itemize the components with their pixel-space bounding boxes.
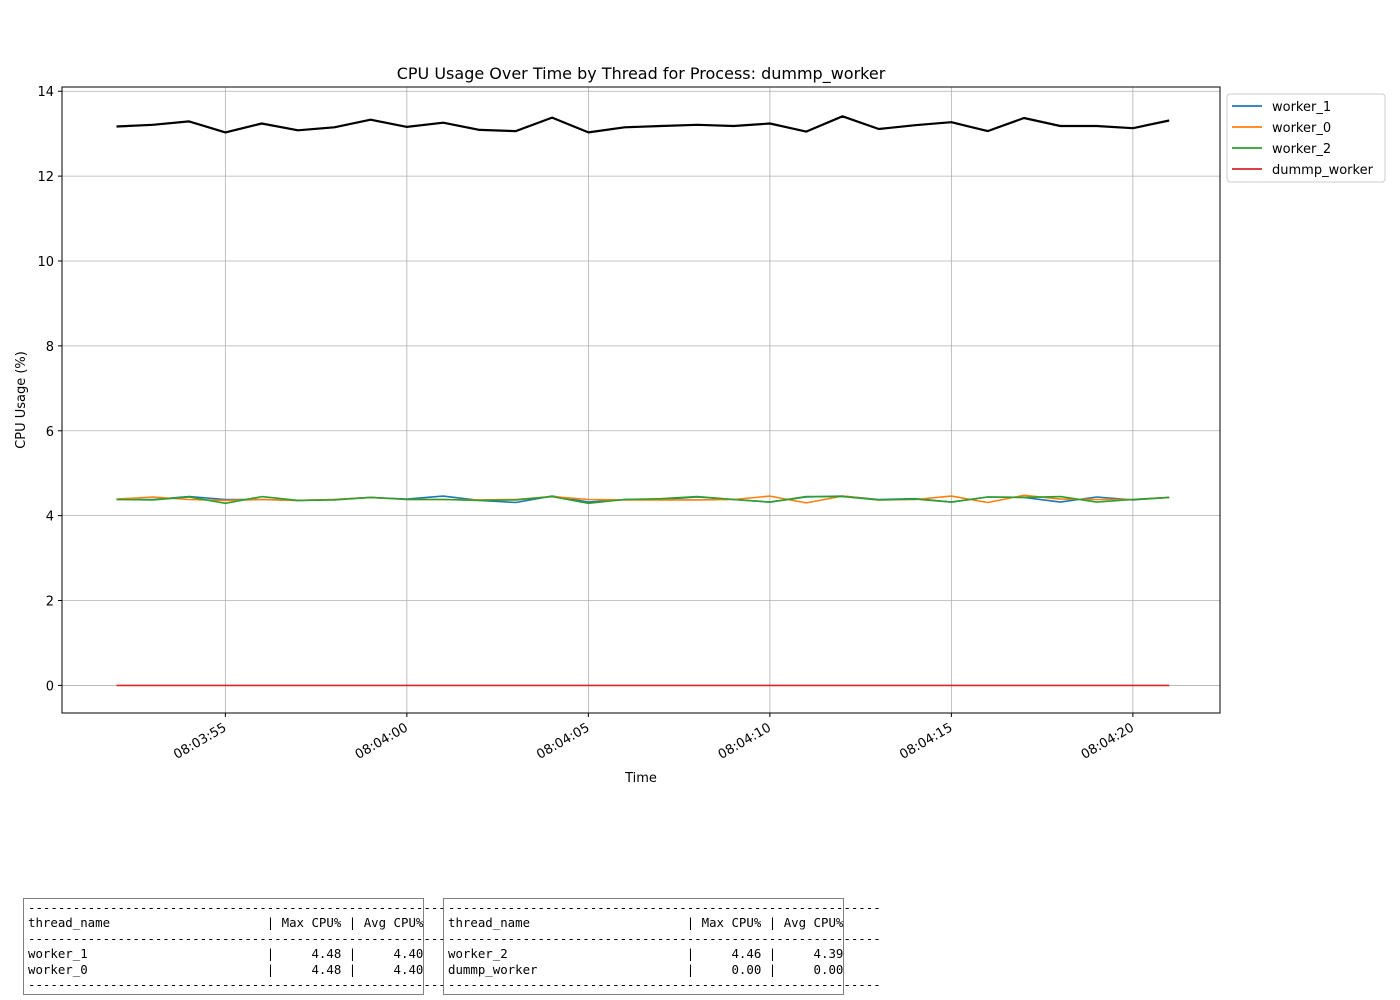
y-tick-label: 2	[46, 595, 54, 610]
table-line: ----------------------------------------…	[448, 930, 881, 946]
table-line: ----------------------------------------…	[28, 900, 461, 915]
legend: worker_1 worker_0 worker_2 dummp_worker	[1226, 93, 1386, 183]
y-tick-label: 14	[37, 85, 54, 100]
legend-label: worker_0	[1272, 121, 1331, 136]
grid	[62, 87, 1220, 713]
summary-table-right: ----------------------------------------…	[443, 898, 881, 995]
plot-area	[61, 86, 1221, 714]
y-axis-label: CPU Usage (%)	[14, 351, 29, 449]
y-tick-label: 12	[37, 170, 54, 185]
y-tick-label: 8	[46, 340, 54, 355]
x-axis-label: Time	[624, 771, 657, 786]
table-line: ----------------------------------------…	[448, 977, 881, 993]
x-axis: 08:03:55 08:04:00 08:04:05 08:04:10 08:04:15…	[171, 713, 1137, 763]
table-header: thread_name | Max CPU% | Avg CPU%	[28, 915, 424, 931]
legend-label: worker_2	[1272, 142, 1331, 157]
series-line-total	[116, 115, 1170, 134]
table-row: worker_2 | 4.46 | 4.39	[448, 946, 844, 962]
table-line: ----------------------------------------…	[448, 900, 881, 915]
y-tick-label: 4	[46, 510, 54, 525]
series-line-worker_2	[116, 495, 1170, 505]
table-header: thread_name | Max CPU% | Avg CPU%	[448, 915, 844, 931]
x-tick-label: 08:04:00	[353, 720, 411, 762]
table-row: worker_1 | 4.48 | 4.40	[28, 946, 424, 962]
table-line: ----------------------------------------…	[28, 977, 461, 993]
y-axis: 0 2 4 6 8 10 12 14	[37, 85, 62, 694]
legend-frame	[1226, 93, 1386, 183]
legend-label: dummp_worker	[1272, 163, 1374, 178]
summary-table-left: ----------------------------------------…	[23, 898, 461, 995]
table-row: dummp_worker | 0.00 | 0.00	[448, 961, 844, 977]
table-line: ----------------------------------------…	[28, 930, 461, 946]
series-lines	[116, 115, 1170, 687]
x-tick-label: 08:04:20	[1079, 720, 1137, 762]
cpu-usage-chart: CPU Usage Over Time by Thread for Proces…	[14, 64, 1386, 786]
table-row: worker_0 | 4.48 | 4.40	[28, 961, 424, 977]
chart-title: CPU Usage Over Time by Thread for Proces…	[397, 64, 886, 84]
y-tick-label: 10	[37, 255, 54, 270]
x-tick-label: 08:04:05	[534, 720, 592, 762]
y-tick-label: 0	[46, 679, 54, 694]
legend-label: worker_1	[1272, 100, 1331, 115]
x-tick-label: 08:04:10	[716, 720, 774, 762]
x-tick-label: 08:03:55	[171, 720, 229, 762]
x-tick-label: 08:04:15	[897, 720, 955, 762]
y-tick-label: 6	[46, 425, 54, 440]
